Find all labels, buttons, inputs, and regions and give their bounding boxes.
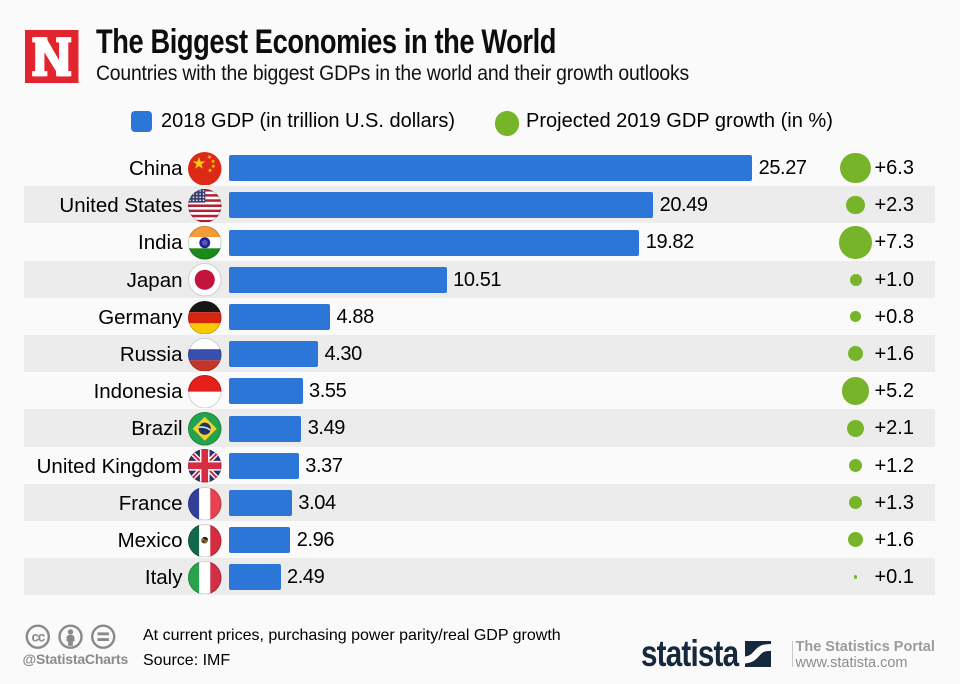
svg-text:cc: cc: [32, 630, 46, 645]
